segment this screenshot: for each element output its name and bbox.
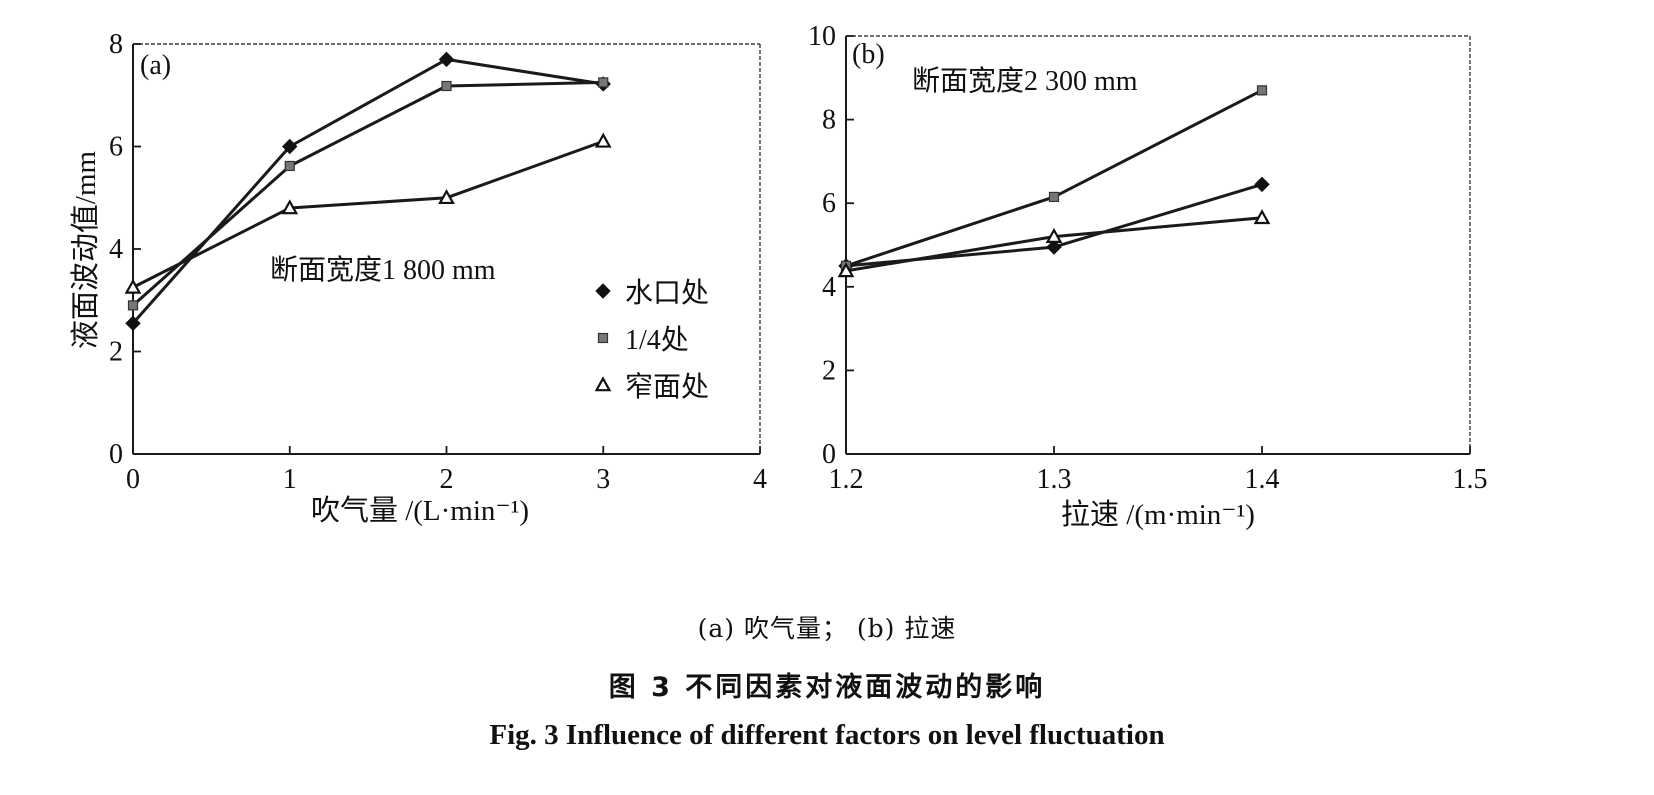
data-point-square [598,77,609,88]
series-diamond [125,51,611,332]
x-axis-label: 拉速 /(m·min⁻¹) [1061,498,1255,531]
data-point-diamond [1046,239,1062,255]
x-tick-label: 1.3 [1037,464,1072,495]
y-tick-label: 6 [822,188,836,219]
legend-marker-triangle [594,376,612,392]
y-tick-label: 2 [822,355,836,386]
data-point-square [127,300,139,311]
data-point-triangle [1253,209,1271,225]
legend-label: 1/4处 [625,324,689,356]
data-point-diamond [1254,176,1270,193]
data-point-triangle [281,199,299,215]
y-tick-label: 2 [109,337,123,368]
figure-title-english: Fig. 3 Influence of different factors on… [489,719,1165,751]
data-point-square [284,160,295,172]
legend-marker-square [597,332,609,344]
x-tick-label: 1.5 [1453,464,1488,495]
panel-label: (a) [140,50,171,81]
x-tick-label: 1.2 [829,464,864,495]
y-tick-label: 0 [109,439,123,470]
y-tick-label: 4 [109,234,123,265]
figure-subcaption: (a) 吹气量； (b) 拉速 [697,614,957,643]
legend-label: 窄面处 [625,371,709,403]
panel-label: (b) [852,39,885,70]
y-tick-label: 4 [822,272,836,303]
x-tick-label: 0 [126,464,140,495]
y-axis-label: 液面波动值/mm [69,150,102,349]
series-line-square [132,80,604,307]
data-point-diamond [282,138,298,155]
data-point-square [1256,85,1268,96]
data-point-triangle [837,262,855,278]
series-triangle [124,132,612,294]
y-tick-label: 0 [822,439,836,470]
data-point-triangle [1045,227,1063,243]
data-point-triangle [124,278,142,294]
legend-marker-diamond [595,283,611,299]
series-line-triangle [132,139,604,289]
data-point-diamond [438,51,455,68]
figure-title-chinese: 图 3 不同因素对液面波动的影响 [608,672,1046,703]
y-tick-label: 8 [109,29,123,60]
data-point-triangle [594,132,612,148]
x-tick-label: 2 [440,464,454,495]
data-point-triangle [438,188,455,205]
series-square [127,77,609,311]
x-tick-label: 4 [753,464,767,495]
y-tick-label: 6 [109,132,123,163]
data-point-diamond [125,315,141,332]
section-width-annotation: 断面宽度1 800 mm [270,254,496,286]
chart-panel-a: 0 1 2 3 4 0 2 4 6 8 吹气量 /(L·min⁻¹) 液面波动值/mm (a) 断面宽度1… [69,29,767,527]
series-square [840,85,1268,271]
x-axis-label: 吹气量 /(L·min⁻¹) [311,494,529,527]
x-tick-label: 3 [596,464,610,495]
section-width-annotation: 断面宽度2 300 mm [912,65,1138,97]
legend-label: 水口处 [625,277,709,309]
y-tick-label: 8 [822,105,836,136]
series-triangle [837,209,1271,278]
chart-panel-b: 1.2 1.3 1.4 1.5 0 2 4 6 8 10 拉速 /(m·min⁻¹) (b) 断面宽度2… [808,21,1488,531]
x-tick-label: 1.4 [1245,464,1280,495]
data-point-square [1048,191,1060,203]
data-point-square [441,80,452,92]
x-tick-label: 1 [283,464,297,495]
series-diamond [838,176,1270,274]
y-tick-label: 10 [808,21,836,52]
